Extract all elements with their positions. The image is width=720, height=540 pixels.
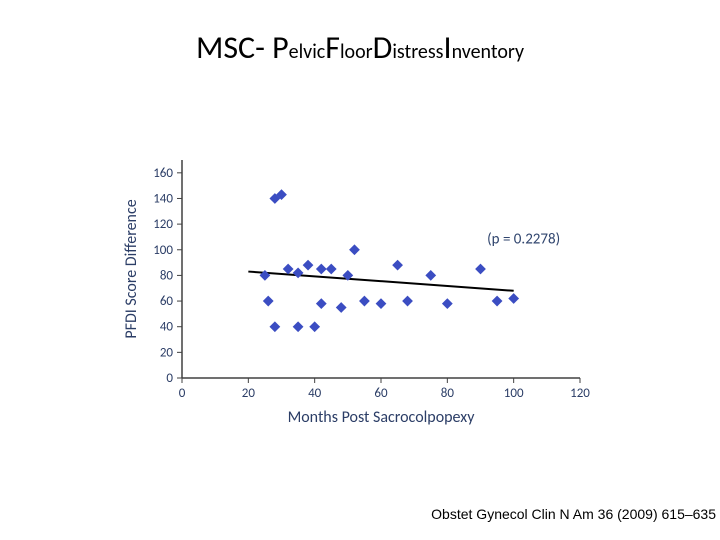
citation-text: Obstet Gynecol Clin N Am 36 (2009) 615–6… (431, 506, 716, 522)
svg-text:0: 0 (166, 371, 173, 386)
chart-svg: 0 20 40 60 80 100 120 0 20 40 60 80 100 120 140 160 Mont… (120, 150, 600, 430)
svg-text:120: 120 (153, 217, 173, 232)
slide: MSC- PelvicFloorDistressInventory 0 20 40 6… (0, 0, 720, 540)
svg-text:140: 140 (153, 191, 173, 206)
svg-text:60: 60 (374, 386, 388, 401)
title-i-cap: I (444, 28, 452, 67)
svg-text:40: 40 (160, 320, 174, 335)
svg-text:40: 40 (308, 386, 322, 401)
svg-text:0: 0 (179, 386, 186, 401)
title-f-rest: loor (340, 40, 373, 64)
title-i-rest: nventory (452, 40, 524, 64)
svg-text:100: 100 (504, 386, 524, 401)
svg-text:20: 20 (242, 386, 256, 401)
title-prefix: MSC- (196, 28, 272, 67)
svg-text:Months Post Sacrocolpopexy: Months Post Sacrocolpopexy (288, 408, 476, 427)
title-f-cap: F (325, 28, 340, 67)
svg-text:100: 100 (153, 243, 173, 258)
title-d-rest: istress (392, 40, 443, 64)
pfdi-scatter-chart: 0 20 40 60 80 100 120 0 20 40 60 80 100 120 140 160 Mont… (120, 150, 600, 430)
svg-text:80: 80 (441, 386, 455, 401)
svg-text:160: 160 (153, 166, 173, 181)
svg-text:PFDI Score Difference: PFDI Score Difference (122, 199, 141, 338)
svg-text:120: 120 (570, 386, 590, 401)
svg-text:20: 20 (160, 345, 174, 360)
svg-text:80: 80 (160, 268, 174, 283)
svg-text:60: 60 (160, 294, 174, 309)
slide-title: MSC- PelvicFloorDistressInventory (0, 28, 720, 67)
title-d-cap: D (373, 28, 393, 67)
svg-text:(p = 0.2278): (p = 0.2278) (487, 230, 560, 248)
title-p-rest: elvic (289, 40, 326, 64)
title-p-cap: P (272, 28, 289, 67)
